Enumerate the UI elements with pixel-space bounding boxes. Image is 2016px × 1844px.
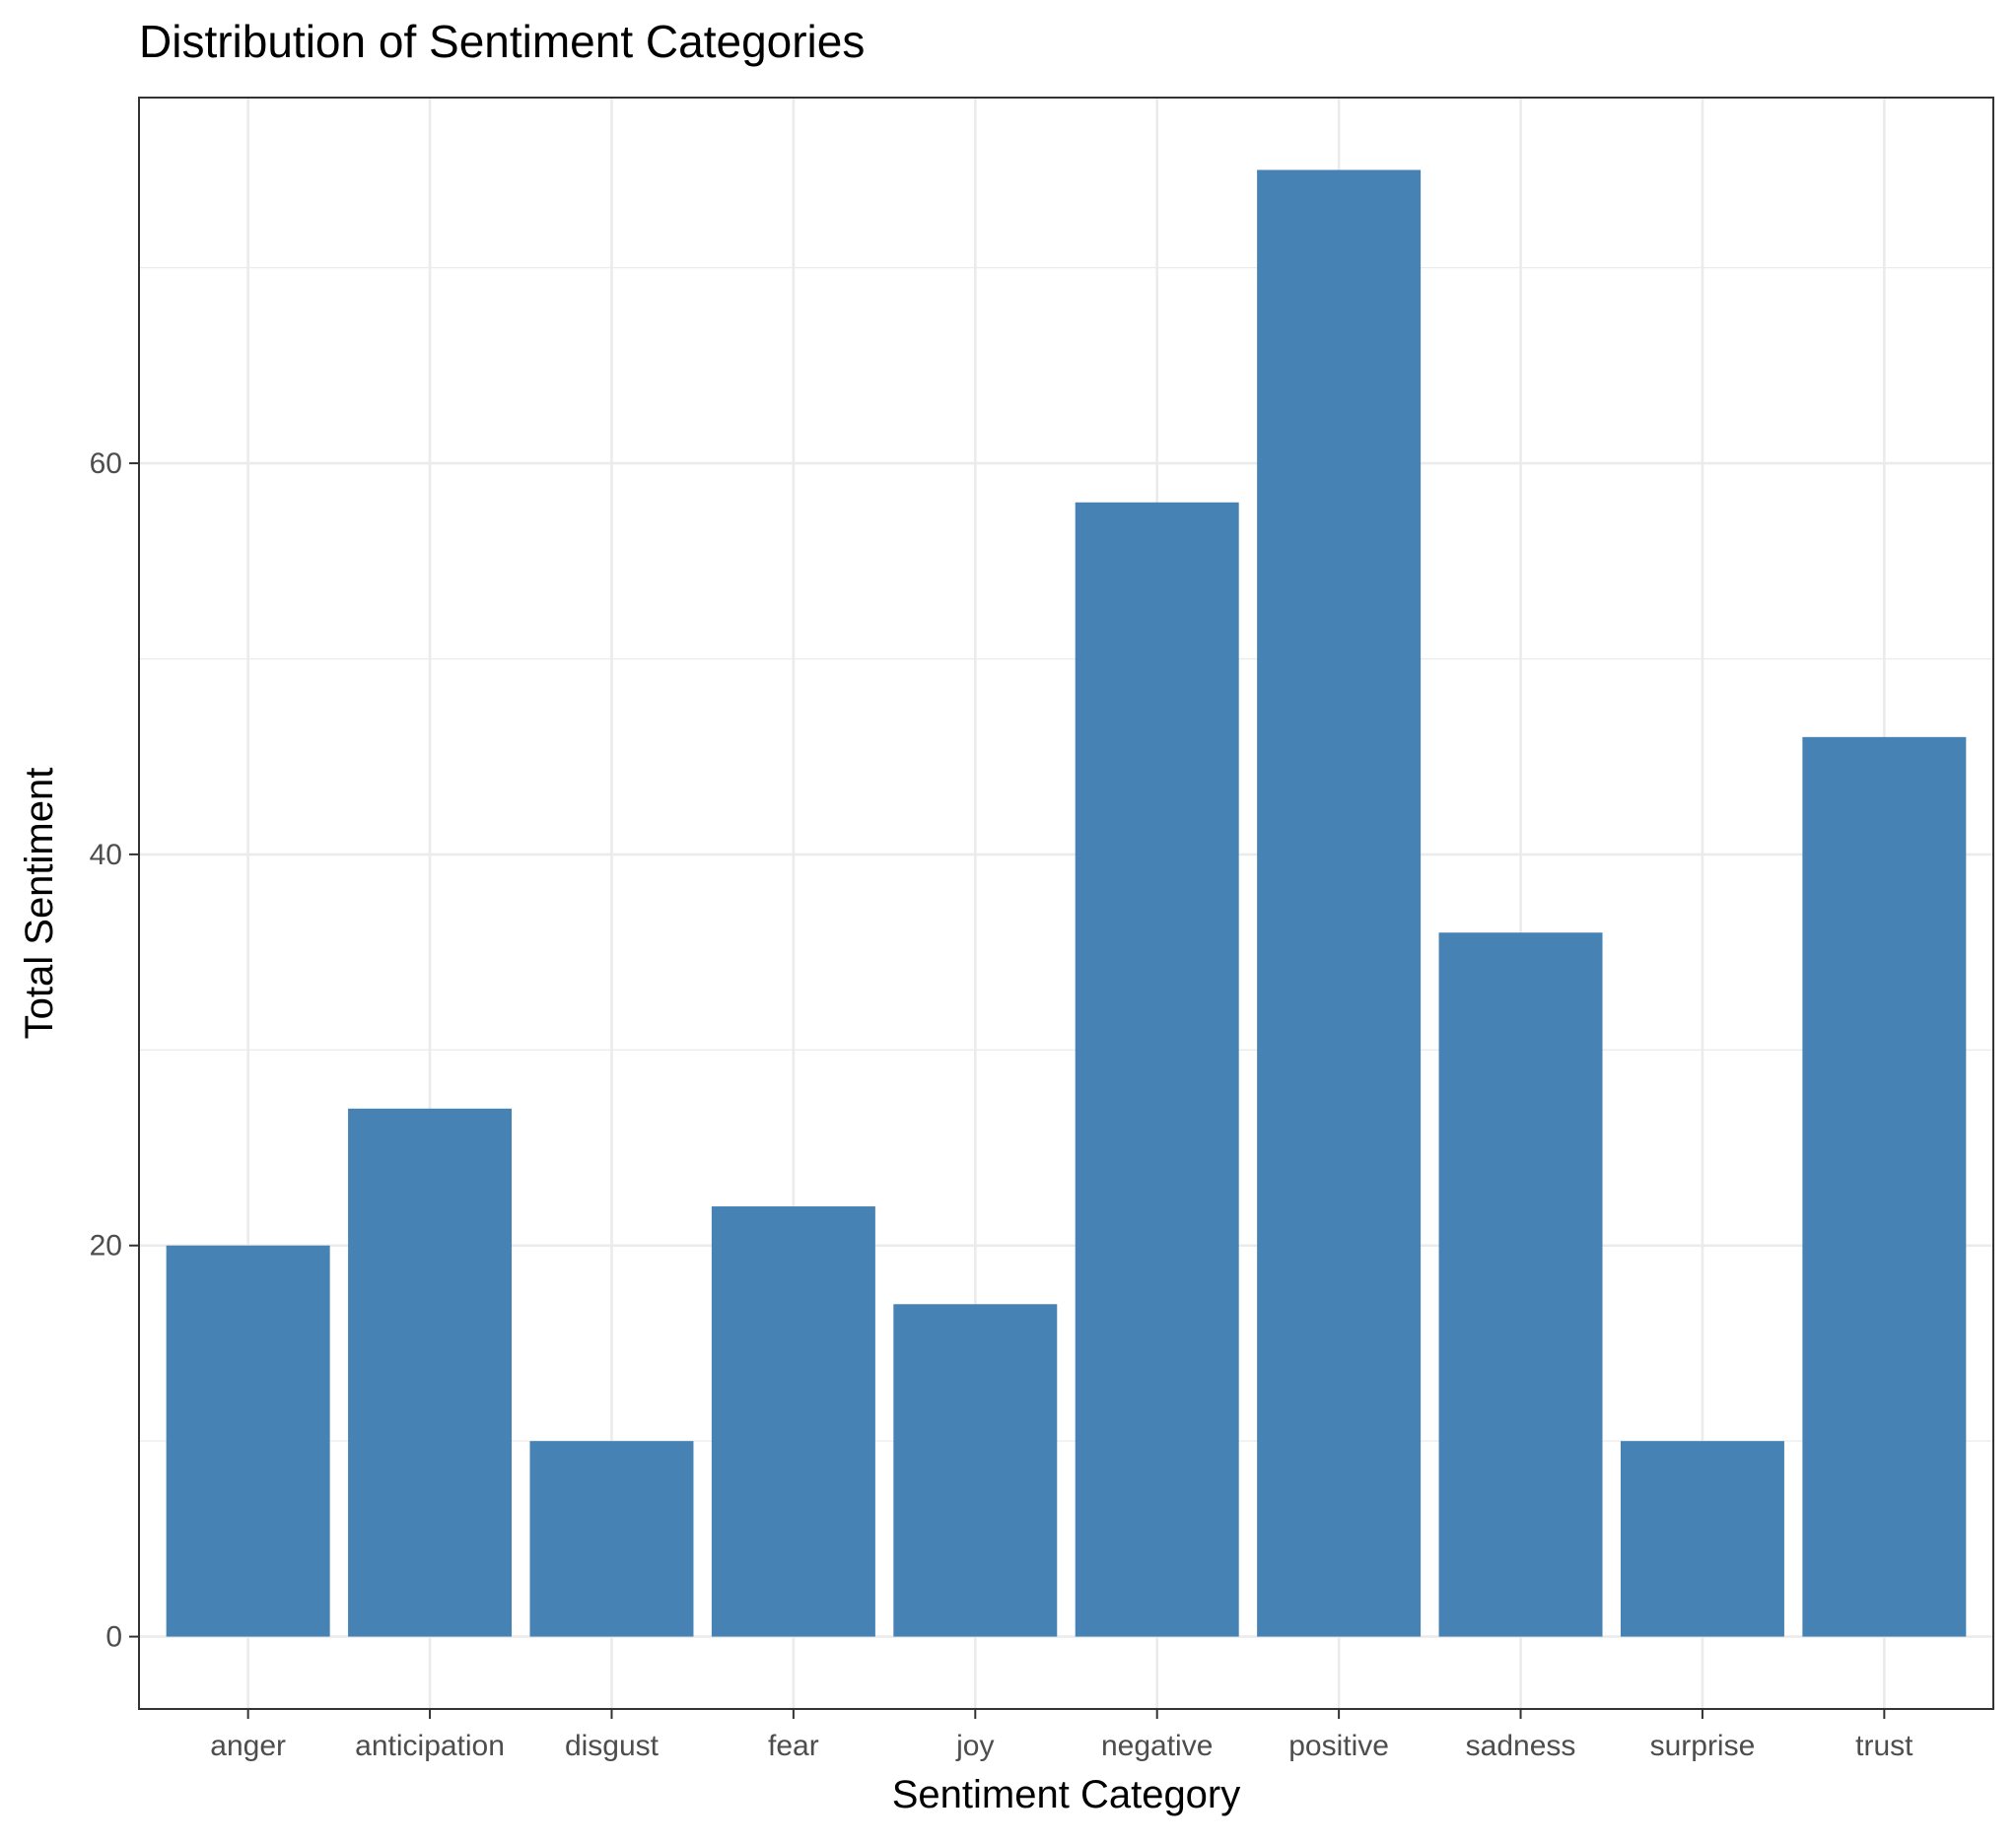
y-tick-label: 20: [90, 1230, 122, 1263]
bar-negative: [1075, 502, 1239, 1637]
x-tick-label-anticipation: anticipation: [355, 1730, 505, 1762]
x-tick-label-anger: anger: [210, 1730, 286, 1762]
bar-positive: [1257, 170, 1422, 1637]
bar-disgust: [529, 1441, 694, 1637]
bar-sadness: [1438, 932, 1603, 1637]
chart-title: Distribution of Sentiment Categories: [139, 16, 865, 67]
y-axis-title: Total Sentiment: [18, 768, 61, 1040]
x-tick-label-surprise: surprise: [1650, 1730, 1756, 1762]
y-tick-label: 40: [90, 839, 122, 871]
y-axis: 0 20 40 60: [90, 447, 139, 1654]
bar-anger: [166, 1245, 330, 1637]
x-tick-label-disgust: disgust: [565, 1730, 660, 1762]
y-tick-label: 60: [90, 447, 122, 480]
x-tick-label-joy: joy: [955, 1730, 994, 1762]
bar-surprise: [1620, 1441, 1784, 1637]
bar-anticipation: [348, 1108, 513, 1637]
bar-trust: [1802, 736, 1967, 1637]
x-axis: anger anticipation disgust fear joy negative p…: [210, 1709, 1913, 1762]
x-tick-label-fear: fear: [768, 1730, 819, 1762]
x-tick-label-positive: positive: [1288, 1730, 1389, 1762]
bar-fear: [711, 1206, 875, 1637]
x-axis-title: Sentiment Category: [892, 1773, 1241, 1816]
bar-joy: [893, 1304, 1058, 1637]
x-tick-label-sadness: sadness: [1466, 1730, 1576, 1762]
bars: [166, 170, 1967, 1637]
y-tick-label: 0: [105, 1621, 122, 1654]
x-tick-label-negative: negative: [1101, 1730, 1213, 1762]
panel-border: [138, 97, 1994, 1710]
x-tick-label-trust: trust: [1855, 1730, 1913, 1762]
